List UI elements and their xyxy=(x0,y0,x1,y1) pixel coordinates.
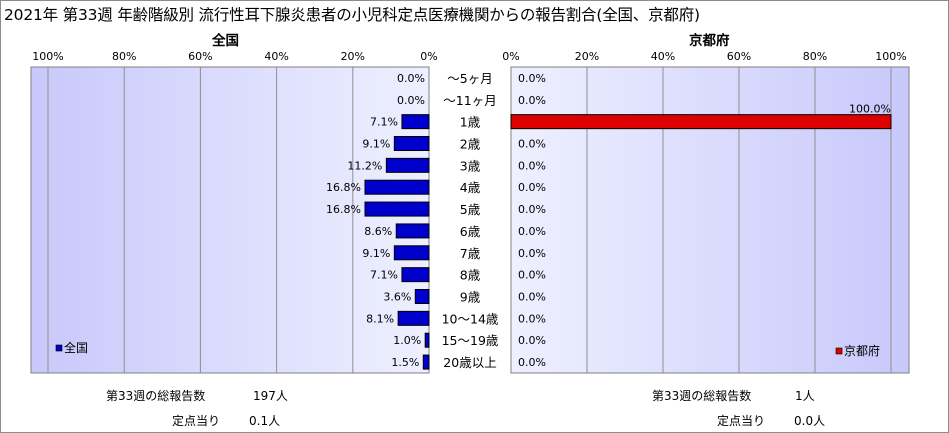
national-tick-label: 60% xyxy=(188,50,212,63)
category-label: 1歳 xyxy=(460,115,481,130)
national-value-label: 8.6% xyxy=(364,225,392,238)
national-tick-label: 20% xyxy=(341,50,365,63)
category-label: 20歳以上 xyxy=(443,355,496,370)
national-legend-swatch xyxy=(55,344,63,352)
kyoto-tick-label: 40% xyxy=(651,50,675,63)
national-bar xyxy=(424,332,430,348)
kyoto-per-value: 0.0人 xyxy=(794,414,826,428)
national-value-label: 16.8% xyxy=(326,203,361,216)
kyoto-total-label: 第33週の総報告数 xyxy=(652,389,752,403)
category-label: 6歳 xyxy=(460,224,481,239)
kyoto-bar xyxy=(510,114,892,130)
kyoto-value-label: 100.0% xyxy=(849,103,891,116)
kyoto-value-label: 0.0% xyxy=(518,94,546,107)
kyoto-value-label: 0.0% xyxy=(518,269,546,282)
category-label: 4歳 xyxy=(460,180,481,195)
national-bar xyxy=(422,354,430,370)
national-bar xyxy=(397,310,430,326)
kyoto-value-label: 0.0% xyxy=(518,291,546,304)
kyoto-value-label: 0.0% xyxy=(518,181,546,194)
national-value-label: 1.0% xyxy=(393,334,421,347)
kyoto-tick-label: 0% xyxy=(502,50,519,63)
kyoto-value-label: 0.0% xyxy=(518,247,546,260)
national-bar xyxy=(401,114,430,130)
national-bar xyxy=(364,201,430,217)
national-panel-title: 全国 xyxy=(212,33,239,49)
national-value-label: 16.8% xyxy=(326,181,361,194)
category-label: 7歳 xyxy=(460,246,481,261)
national-value-label: 9.1% xyxy=(362,247,390,260)
national-value-label: 3.6% xyxy=(383,291,411,304)
kyoto-tick-label: 60% xyxy=(727,50,751,63)
kyoto-value-label: 0.0% xyxy=(518,334,546,347)
national-value-label: 9.1% xyxy=(362,138,390,151)
category-label: 15～19歳 xyxy=(442,333,499,348)
national-plot-area xyxy=(31,67,429,373)
national-bar xyxy=(401,267,430,283)
national-bar xyxy=(393,136,430,151)
national-tick-label: 100% xyxy=(32,50,63,63)
national-value-label: 11.2% xyxy=(347,159,382,172)
kyoto-panel-title: 京都府 xyxy=(689,33,730,49)
kyoto-value-label: 0.0% xyxy=(518,72,546,85)
kyoto-tick-label: 80% xyxy=(803,50,827,63)
national-bar xyxy=(393,245,430,261)
category-label: 3歳 xyxy=(460,158,481,173)
category-label: 5歳 xyxy=(460,202,481,217)
national-value-label: 1.5% xyxy=(391,356,419,369)
category-label: 8歳 xyxy=(460,268,481,283)
kyoto-plot-border xyxy=(510,66,910,374)
kyoto-per-label: 定点当り xyxy=(717,414,766,428)
national-value-label: 7.1% xyxy=(370,116,398,129)
national-value-label: 0.0% xyxy=(397,72,425,85)
category-label: 10～14歳 xyxy=(442,311,499,326)
national-value-label: 8.1% xyxy=(366,312,394,325)
national-per-value: 0.1人 xyxy=(249,414,281,428)
national-legend-label: 全国 xyxy=(64,340,88,355)
kyoto-total-value: 1人 xyxy=(795,389,815,403)
national-bar xyxy=(364,179,430,195)
national-bar xyxy=(395,223,430,239)
chart-title: 2021年 第33週 年齢階級別 流行性耳下腺炎患者の小児科定点医療機関からの報… xyxy=(4,6,700,24)
kyoto-tick-label: 100% xyxy=(875,50,906,63)
national-value-label: 0.0% xyxy=(397,94,425,107)
kyoto-value-label: 0.0% xyxy=(518,138,546,151)
kyoto-value-label: 0.0% xyxy=(518,225,546,238)
national-bar xyxy=(414,289,430,304)
national-plot-border xyxy=(30,66,430,374)
kyoto-legend-swatch xyxy=(835,347,843,355)
national-value-label: 7.1% xyxy=(370,269,398,282)
category-label: ～5ヶ月 xyxy=(447,71,492,86)
national-tick-label: 40% xyxy=(264,50,288,63)
category-label: 2歳 xyxy=(460,137,481,152)
national-tick-label: 80% xyxy=(112,50,136,63)
kyoto-value-label: 0.0% xyxy=(518,159,546,172)
kyoto-value-label: 0.0% xyxy=(518,356,546,369)
national-bar xyxy=(385,157,430,173)
national-tick-label: 0% xyxy=(420,50,437,63)
national-per-label: 定点当り xyxy=(172,414,221,428)
category-label: ～11ヶ月 xyxy=(443,93,496,108)
national-total-value: 197人 xyxy=(253,389,288,403)
kyoto-value-label: 0.0% xyxy=(518,312,546,325)
national-total-label: 第33週の総報告数 xyxy=(106,389,206,403)
kyoto-value-label: 0.0% xyxy=(518,203,546,216)
category-label: 9歳 xyxy=(460,290,481,305)
kyoto-legend-label: 京都府 xyxy=(844,343,880,358)
kyoto-tick-label: 20% xyxy=(575,50,599,63)
